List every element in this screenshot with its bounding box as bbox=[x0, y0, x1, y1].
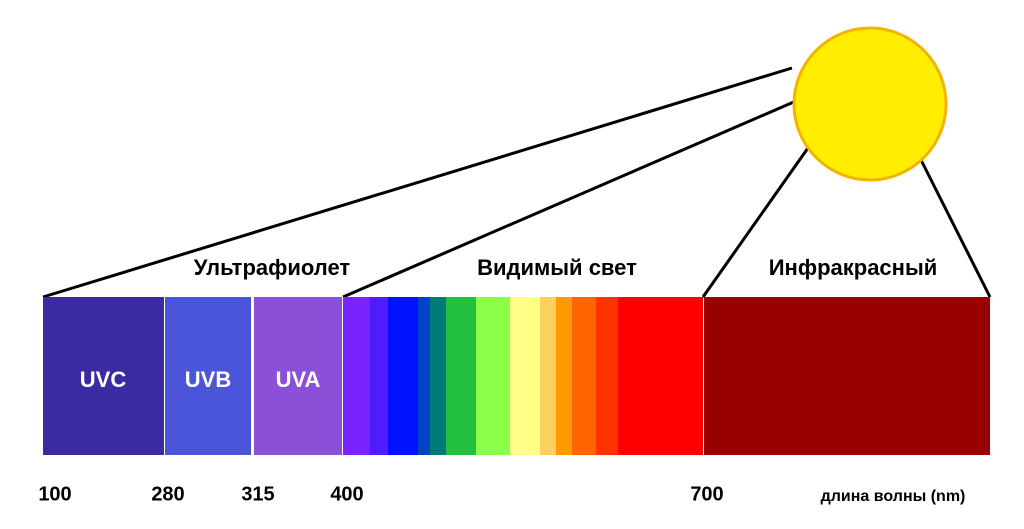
uva-band bbox=[254, 297, 342, 455]
region-label: Видимый свет bbox=[477, 255, 637, 280]
region-label: Инфракрасный bbox=[769, 255, 938, 280]
ray bbox=[42, 66, 793, 299]
stripe bbox=[618, 297, 703, 455]
stripe bbox=[540, 297, 556, 455]
stripe bbox=[430, 297, 446, 455]
stripe bbox=[370, 297, 388, 455]
axis-label: длина волны (nm) bbox=[821, 488, 966, 505]
stripe bbox=[418, 297, 430, 455]
ray bbox=[913, 147, 992, 298]
stripe bbox=[476, 297, 510, 455]
tick-label: 315 bbox=[241, 483, 274, 505]
uvb-band bbox=[165, 297, 251, 455]
stripe bbox=[556, 297, 572, 455]
stripe bbox=[388, 297, 418, 455]
tick-label: 700 bbox=[690, 483, 723, 505]
tick-label: 400 bbox=[330, 483, 363, 505]
stripe bbox=[343, 297, 370, 455]
tick-label: 100 bbox=[38, 483, 71, 505]
tick-label: 280 bbox=[151, 483, 184, 505]
stripe bbox=[572, 297, 596, 455]
visible-spectrum bbox=[343, 297, 703, 455]
stripe bbox=[446, 297, 476, 455]
ray bbox=[701, 137, 817, 298]
sun bbox=[792, 26, 948, 182]
region-label: Ультрафиолет bbox=[194, 255, 351, 280]
stripe bbox=[510, 297, 540, 455]
ray bbox=[342, 99, 797, 299]
band-label: UVA bbox=[276, 367, 321, 392]
band-label: UVB bbox=[185, 367, 231, 392]
stripe bbox=[596, 297, 618, 455]
uvc-band bbox=[43, 297, 164, 455]
band-label: UVC bbox=[80, 367, 127, 392]
infrared-band bbox=[704, 297, 990, 455]
